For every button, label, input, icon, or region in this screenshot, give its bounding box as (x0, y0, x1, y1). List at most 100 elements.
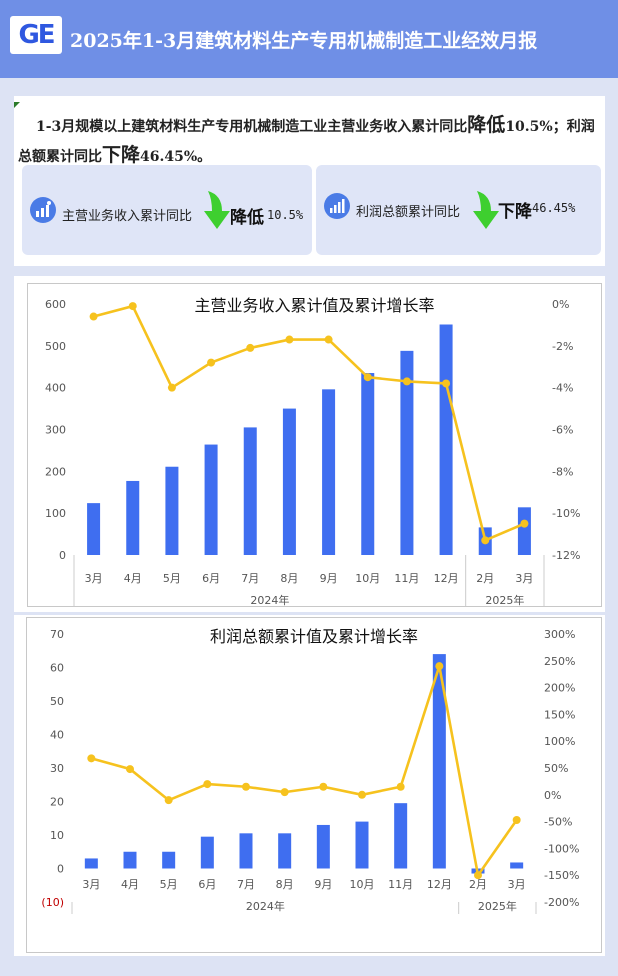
revenue-category-label: 3月 (515, 572, 533, 585)
profit-bar (394, 803, 408, 869)
profit-growth-point (280, 788, 289, 797)
revenue-right-tick: -10% (552, 507, 580, 520)
profit-bar (200, 836, 214, 869)
revenue-growth-point (89, 312, 98, 321)
revenue-bar (400, 350, 414, 555)
profit-group-label: 2024年 (246, 899, 285, 913)
revenue-category-label: 7月 (241, 572, 259, 585)
profit-right-tick: 100% (544, 735, 575, 748)
profit-card-label: 利润总额累计同比 (356, 205, 461, 220)
revenue-bar (87, 503, 101, 555)
profit-left-tick: 50 (50, 695, 64, 708)
revenue-growth-point (442, 379, 451, 388)
summary-text-pre: 1-3月规模以上建筑材料生产专用机械制造工业主营业务收入累计同比 (36, 119, 468, 135)
revenue-card-label: 主营业务收入累计同比 (62, 209, 193, 224)
revenue-category-label: 12月 (434, 572, 459, 585)
revenue-right-tick: -6% (552, 424, 573, 437)
summary-direction-1: 降低 (467, 114, 506, 136)
revenue-card: 主营业务收入累计同比 降低 10.5% (22, 165, 312, 255)
revenue-chart-title: 主营业务收入累计值及累计增长率 (194, 296, 435, 315)
profit-bar (510, 862, 524, 869)
summary-text-mid: 10.5%；利润总额累计同比 (18, 119, 595, 165)
revenue-left-tick: 100 (45, 507, 66, 520)
profit-category-label: 4月 (121, 878, 139, 891)
revenue-left-tick: 300 (45, 424, 66, 437)
profit-left-tick: 70 (50, 628, 64, 641)
profit-bar (316, 824, 330, 869)
revenue-bar (126, 480, 140, 555)
profit-right-tick: 250% (544, 655, 575, 668)
revenue-bar (243, 427, 257, 555)
profit-bar (162, 851, 176, 869)
revenue-category-label: 6月 (202, 572, 220, 585)
profit-left-tick: 60 (50, 662, 64, 675)
revenue-bar (361, 373, 375, 555)
revenue-group-label: 2024年 (250, 593, 289, 606)
revenue-left-tick: 0 (59, 549, 66, 562)
profit-growth-point (319, 782, 328, 791)
profit-category-label: 5月 (160, 878, 178, 891)
profit-growth-point (203, 780, 212, 789)
profit-right-tick: 0% (544, 789, 561, 802)
profit-category-label: 9月 (314, 878, 332, 891)
summary-panel: 1-3月规模以上建筑材料生产专用机械制造工业主营业务收入累计同比降低10.5%；… (14, 96, 605, 266)
profit-growth-point (358, 790, 366, 799)
revenue-right-tick: -8% (552, 465, 573, 478)
revenue-bar (165, 466, 179, 555)
profit-growth-point (126, 765, 134, 774)
revenue-left-tick: 500 (45, 340, 66, 353)
revenue-card-value: 10.5% (267, 208, 304, 222)
profit-category-label: 2月 (469, 878, 487, 891)
revenue-right-tick: -12% (552, 549, 580, 562)
profit-category-label: 10月 (350, 878, 375, 891)
revenue-growth-point (402, 377, 411, 386)
revenue-chart: 主营业务收入累计值及累计增长率 0 100 200 300 400 500 600 -12% -… (27, 283, 602, 607)
revenue-category-label: 8月 (280, 572, 298, 585)
bar-chart-people-icon (30, 197, 56, 223)
revenue-growth-point (167, 383, 176, 392)
corner-mark (14, 102, 20, 108)
down-arrow-icon (469, 189, 503, 235)
profit-right-tick: 50% (544, 762, 568, 775)
profit-category-label: 8月 (276, 878, 294, 891)
profit-group-label: 2025年 (478, 899, 517, 913)
revenue-bar (517, 507, 531, 555)
page-title: 2025年1-3月建筑材料生产专用机械制造工业经效月报 (70, 30, 538, 52)
profit-left-tick: 30 (50, 762, 64, 775)
revenue-growth-point (246, 343, 255, 352)
revenue-growth-point (520, 519, 529, 528)
profit-right-tick: 200% (544, 682, 575, 695)
revenue-category-label: 11月 (394, 572, 419, 585)
profit-category-label: 11月 (388, 878, 413, 891)
revenue-group-label: 2025年 (485, 593, 524, 606)
summary-text-post: 46.45%。 (140, 149, 212, 165)
profit-growth-point (396, 782, 405, 791)
revenue-right-tick: 0% (552, 298, 569, 311)
revenue-growth-point (285, 335, 294, 344)
revenue-bar (439, 324, 453, 555)
profit-right-tick: 300% (544, 628, 575, 641)
profit-right-tick: -200% (544, 896, 579, 909)
profit-right-tick: -100% (544, 842, 579, 855)
revenue-growth-point (207, 358, 216, 367)
revenue-growth-point (128, 302, 137, 311)
profit-left-tick: 0 (57, 863, 64, 876)
profit-right-tick: -50% (544, 816, 572, 829)
profit-card: 利润总额累计同比 下降 46.45% (316, 165, 601, 255)
profit-category-label: 12月 (427, 878, 452, 891)
revenue-growth-point (481, 536, 490, 545)
revenue-right-tick: -2% (552, 340, 573, 353)
profit-growth-point (512, 815, 521, 824)
down-arrow-icon (200, 189, 234, 235)
revenue-bar (322, 389, 336, 555)
profit-chart-svg: (10) 0 10 20 30 40 50 60 70 -200% -150% -100% -50% 0%… (41, 628, 579, 914)
revenue-bar (282, 408, 296, 555)
profit-growth-line (90, 664, 518, 877)
revenue-left-tick: 600 (45, 298, 66, 311)
profit-bar (123, 851, 137, 869)
profit-bar (432, 654, 446, 869)
bar-chart-icon (324, 193, 350, 219)
header-bar: GE 2025年1-3月建筑材料生产专用机械制造工业经效月报 (0, 0, 618, 78)
profit-category-label: 6月 (198, 878, 216, 891)
profit-left-tick: (10) (41, 896, 64, 909)
